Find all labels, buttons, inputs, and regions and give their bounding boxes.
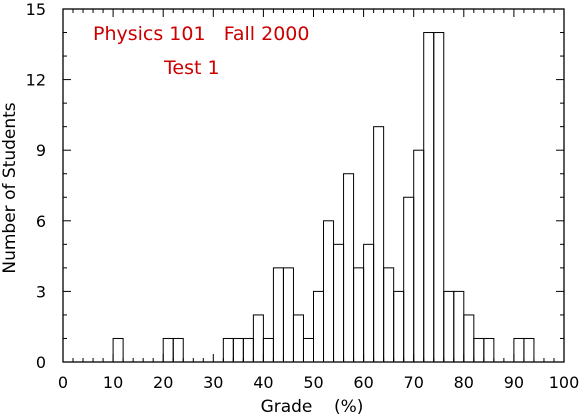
x-tick-label: 70 (404, 373, 424, 392)
y-tick-label: 15 (26, 0, 46, 19)
annotation-line-2: Test 1 (163, 57, 220, 79)
x-tick-label: 0 (58, 373, 68, 392)
histogram-bar (242, 337, 254, 363)
histogram-bar (252, 314, 264, 363)
y-tick-label: 12 (26, 71, 46, 90)
histogram-bar (433, 32, 445, 363)
x-tick-label: 100 (549, 373, 579, 392)
histogram-bar (343, 173, 355, 363)
x-tick-label: 50 (303, 373, 323, 392)
x-tick-label: 40 (253, 373, 273, 392)
histogram-bar (162, 337, 174, 363)
histogram-bar (473, 337, 485, 363)
histogram-bar (323, 220, 335, 363)
histogram-bar (353, 267, 365, 363)
histogram-bar (513, 337, 525, 363)
x-axis-title: Grade (%) (261, 397, 364, 415)
histogram-bar (483, 337, 495, 363)
histogram-bar (383, 267, 395, 363)
histogram-bar (453, 290, 465, 363)
histogram-bar (272, 267, 284, 363)
histogram-bar (112, 337, 124, 363)
histogram-bar (333, 243, 345, 363)
histogram-bar (423, 32, 435, 363)
x-tick-label: 10 (103, 373, 123, 392)
plot-frame (62, 8, 565, 363)
histogram-bar (222, 337, 234, 363)
histogram-bar (413, 149, 425, 363)
histogram-bar (463, 314, 475, 363)
x-tick-label: 90 (504, 373, 524, 392)
histogram-bar (262, 337, 274, 363)
histogram-bar (292, 314, 304, 363)
histogram-bar (373, 126, 385, 363)
x-tick-label: 80 (454, 373, 474, 392)
tick-labels-group: 0 10 20 30 40 50 60 70 80 90 100 0 3 6 9 12 15 (26, 0, 579, 392)
x-tick-label: 20 (153, 373, 173, 392)
histogram-bar (363, 243, 375, 363)
histogram-bar (393, 290, 405, 363)
histogram-bar (282, 267, 294, 363)
histogram-bar (403, 196, 415, 363)
histogram-bar (302, 337, 315, 363)
histogram-bar (443, 290, 455, 363)
bars-group (112, 32, 535, 363)
y-tick-label: 6 (36, 212, 46, 231)
x-tick-label: 60 (353, 373, 373, 392)
histogram-bar (172, 337, 184, 363)
histogram-bar (523, 337, 535, 363)
x-tick-label: 30 (203, 373, 223, 392)
y-tick-label: 3 (36, 282, 46, 301)
y-axis-title: Number of Students (0, 102, 20, 273)
y-tick-label: 0 (36, 353, 46, 372)
annotation-line-1: Physics 101 Fall 2000 (93, 23, 309, 45)
y-tick-label: 9 (36, 141, 46, 160)
histogram-bar (232, 337, 244, 363)
histogram-bar (313, 290, 325, 363)
